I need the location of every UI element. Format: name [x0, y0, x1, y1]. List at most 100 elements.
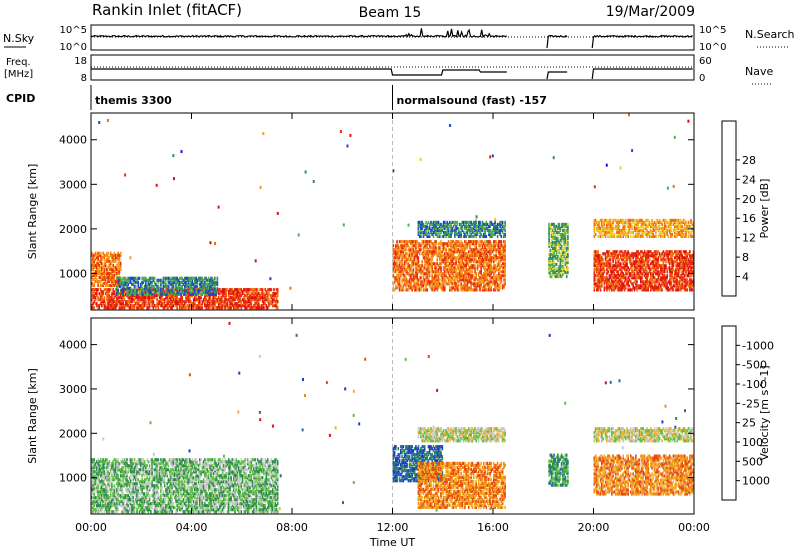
- power-echo-cell: [441, 276, 444, 280]
- power-echo-cell: [253, 296, 255, 300]
- power-echo-cell: [273, 304, 275, 308]
- power-echo-cell: [462, 266, 465, 270]
- power-echo-cell: [677, 272, 680, 276]
- power-echo-cell: [275, 306, 278, 310]
- power-echo-cell: [663, 270, 666, 274]
- power-echo-cell: [171, 280, 173, 284]
- power-echo-cell: [151, 302, 153, 306]
- power-echo-cell: [564, 224, 567, 228]
- power-echo-cell: [454, 222, 456, 226]
- power-echo-cell: [133, 306, 136, 310]
- power-echo-cell: [614, 260, 617, 264]
- power-echo-cell: [162, 292, 165, 296]
- power-echo-cell: [456, 274, 459, 278]
- power-echo-cell: [503, 254, 505, 258]
- power-echo-cell: [426, 276, 428, 280]
- power-echo-cell: [206, 288, 209, 292]
- power-echo-cell: [276, 288, 279, 292]
- power-echo-cell: [554, 226, 557, 230]
- power-echo-cell: [392, 250, 395, 254]
- power-echo-cell: [422, 282, 425, 286]
- power-echo-cell: [456, 280, 459, 284]
- power-echo-cell: [245, 288, 248, 292]
- power-echo-cell: [138, 300, 141, 304]
- power-echo-cell: [124, 278, 127, 282]
- power-echo-cell: [417, 262, 420, 266]
- power-echo-cell: [180, 284, 182, 288]
- power-echo-cell: [427, 280, 430, 284]
- power-echo-cell: [471, 242, 474, 246]
- power-echo-cell: [234, 292, 236, 296]
- power-echo-cell: [197, 292, 200, 296]
- power-echo-cell: [239, 298, 241, 302]
- power-echo-cell: [488, 272, 490, 276]
- power-echo-cell: [472, 288, 475, 292]
- power-echo-cell: [472, 234, 475, 238]
- power-echo-cell: [122, 286, 124, 290]
- power-echo-cell: [119, 263, 122, 267]
- power-echo-cell: [396, 242, 398, 246]
- power-echo-cell: [248, 304, 250, 308]
- power-echo-cell: [611, 276, 613, 280]
- power-echo-cell: [491, 246, 494, 250]
- power-echo-cell: [101, 300, 103, 304]
- power-echo-cell: [658, 282, 661, 286]
- power-echo-cell: [676, 262, 678, 266]
- power-echo-cell: [449, 286, 451, 290]
- power-echo-cell: [190, 292, 192, 296]
- power-echo-cell: [184, 278, 186, 282]
- power-echo-cell: [495, 266, 498, 270]
- power-echo-cell: [593, 280, 596, 284]
- power-scatter-cell: [392, 169, 395, 173]
- power-echo-cell: [140, 298, 142, 302]
- power-echo-cell: [427, 278, 430, 282]
- power-echo-cell: [186, 290, 189, 294]
- power-echo-cell: [483, 226, 485, 230]
- power-echo-cell: [222, 304, 225, 308]
- power-echo-cell: [450, 280, 452, 284]
- power-echo-cell: [618, 286, 621, 290]
- power-echo-cell: [216, 282, 219, 286]
- power-echo-cell: [471, 248, 474, 252]
- power-echo-cell: [690, 256, 692, 260]
- power-echo-cell: [668, 274, 671, 278]
- power-echo-cell: [168, 296, 171, 300]
- power-echo-cell: [104, 261, 107, 265]
- power-echo-cell: [593, 278, 596, 282]
- power-echo-cell: [470, 226, 472, 230]
- power-echo-cell: [436, 232, 439, 236]
- power-echo-cell: [548, 222, 550, 226]
- power-echo-cell: [137, 302, 140, 306]
- power-echo-cell: [97, 279, 99, 283]
- power-echo-cell: [641, 258, 643, 262]
- power-echo-cell: [635, 266, 637, 270]
- power-echo-cell: [477, 250, 480, 254]
- power-echo-cell: [665, 284, 667, 288]
- power-echo-cell: [470, 232, 472, 236]
- power-echo-cell: [673, 280, 676, 284]
- power-echo-cell: [104, 263, 107, 267]
- power-echo-cell: [684, 280, 686, 284]
- power-echo-cell: [97, 257, 99, 261]
- power-echo-cell: [261, 300, 264, 304]
- power-echo-cell: [441, 224, 444, 228]
- power-echo-cell: [612, 266, 614, 270]
- power-echo-cell: [471, 222, 474, 226]
- power-echo-cell: [490, 220, 493, 224]
- power-echo-cell: [109, 304, 112, 308]
- power-echo-cell: [594, 254, 597, 258]
- power-echo-cell: [184, 306, 186, 310]
- power-echo-cell: [680, 276, 682, 280]
- power-echo-cell: [434, 240, 436, 244]
- power-echo-cell: [406, 252, 408, 256]
- power-echo-cell: [550, 222, 553, 226]
- power-echo-cell: [255, 292, 258, 296]
- power-echo-cell: [138, 304, 141, 308]
- power-echo-cell: [92, 253, 94, 257]
- power-echo-cell: [475, 224, 477, 228]
- power-echo-cell: [215, 282, 217, 286]
- power-echo-cell: [490, 272, 493, 276]
- power-echo-cell: [490, 232, 493, 236]
- power-echo-cell: [177, 290, 180, 294]
- power-echo-cell: [623, 250, 626, 254]
